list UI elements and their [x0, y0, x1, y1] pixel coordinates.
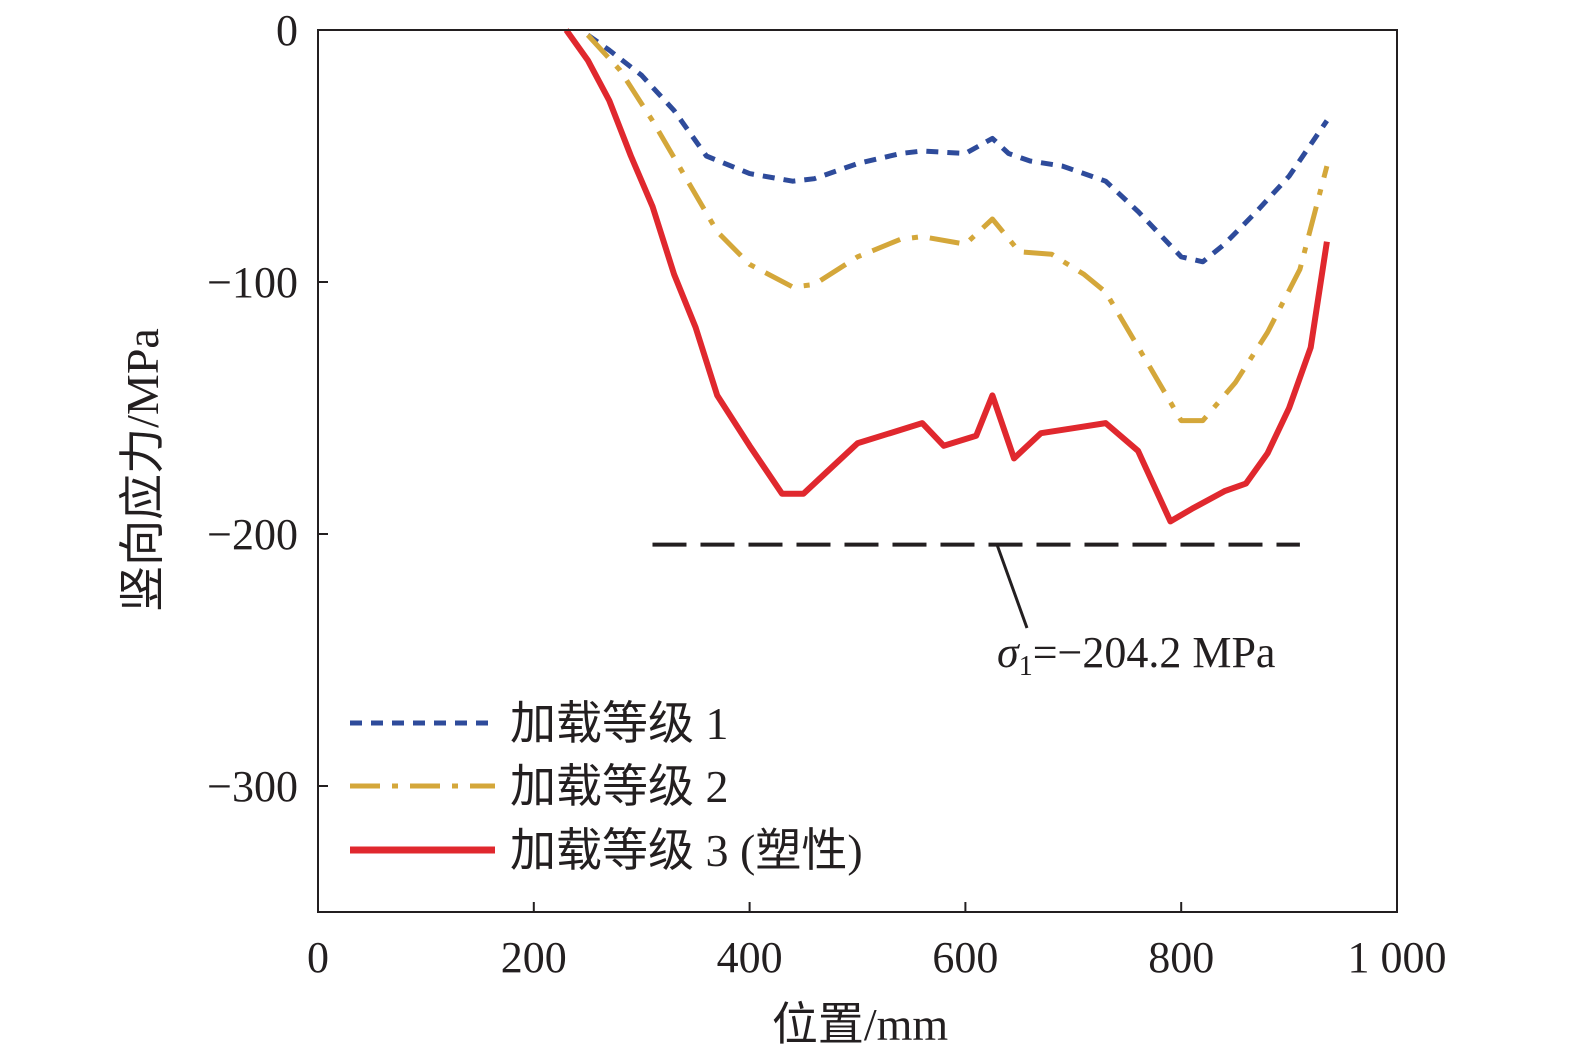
- x-tick-label: 800: [1148, 933, 1214, 982]
- y-tick-label: −300: [207, 762, 298, 811]
- reference-label-symbol: σ: [997, 628, 1021, 677]
- x-tick-label: 200: [501, 933, 567, 982]
- reference-label-value: =−204.2 MPa: [1033, 628, 1276, 677]
- annotations: σ1=−204.2 MPa: [652, 542, 1300, 682]
- y-tick-label: −100: [207, 258, 298, 307]
- legend: 加载等级 1 加载等级 2 加载等级 3 (塑性): [350, 698, 863, 876]
- x-tick-label: 400: [717, 933, 783, 982]
- x-axis-title: 位置/mm: [772, 999, 949, 1050]
- x-tick-label: 1 000: [1348, 933, 1447, 982]
- reference-label-subscript: 1: [1019, 651, 1033, 682]
- legend-label-1: 加载等级 1: [510, 698, 729, 749]
- legend-label-3: 加载等级 3 (塑性): [510, 825, 863, 876]
- x-tick-label: 600: [932, 933, 998, 982]
- y-axis-ticks: 0 −100 −200 −300: [207, 6, 328, 811]
- series-lines: [563, 28, 1330, 525]
- legend-label-2: 加载等级 2: [510, 761, 729, 812]
- plot-frame: [317, 29, 1398, 913]
- y-tick-label: −200: [207, 510, 298, 559]
- x-tick-label: 0: [307, 933, 329, 982]
- reference-label: σ1=−204.2 MPa: [997, 628, 1275, 682]
- y-tick-label: 0: [276, 6, 298, 55]
- reference-leader-line: [995, 544, 1029, 629]
- y-axis-title: 竖向应力/MPa: [117, 328, 168, 612]
- x-axis-ticks: 0 200 400 600 800 1 000: [307, 902, 1447, 982]
- series-line-1: [586, 32, 1329, 265]
- series-line-2: [585, 33, 1330, 424]
- series-line-3: [563, 28, 1330, 525]
